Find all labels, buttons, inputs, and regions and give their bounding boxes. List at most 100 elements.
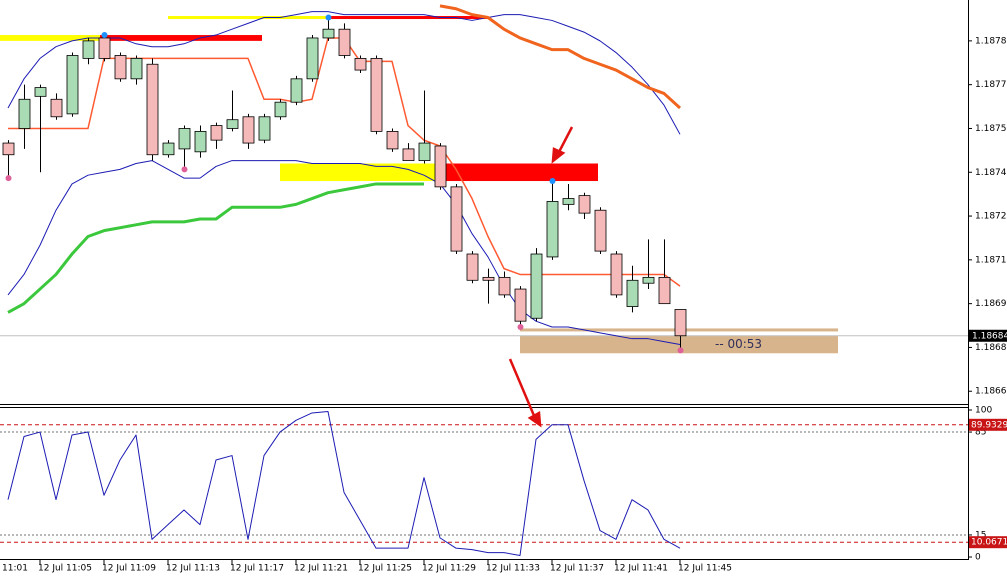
plot-layer: 1.18665 1.18680 1.18695 1.18710 1.18725 1.187… (0, 4, 1007, 574)
candle-body (418, 142, 431, 161)
swing-point (101, 32, 108, 39)
candle-body (514, 288, 527, 322)
x-tick-label: 12 Jul 11:33 (486, 564, 540, 574)
x-tick-label: 12 Jul 11:21 (294, 564, 348, 574)
y-tick-label: 1.18695 (975, 299, 1007, 309)
candle-body (226, 119, 239, 129)
price-tag-label: 1.18684 (972, 331, 1007, 341)
arrow-shaft (508, 358, 537, 419)
x-tick-label: 12 Jul 11:37 (550, 564, 604, 574)
level-tag (969, 418, 1007, 431)
candle-body (498, 276, 511, 296)
y-tick-label: 1.18785 (975, 36, 1007, 46)
x-tick-label: 12 Jul 11:29 (422, 564, 476, 574)
indicator-line (7, 160, 681, 346)
candle-body (34, 87, 47, 97)
candle-body (450, 186, 463, 252)
candle-body (434, 145, 447, 188)
candle-body (642, 276, 655, 284)
y-tick-label: 1.18680 (975, 343, 1007, 353)
swing-point (549, 178, 556, 185)
x-tick-label: 12 Jul 11:45 (678, 564, 732, 574)
candle-body (386, 130, 399, 150)
level-tag (969, 536, 1007, 549)
candle-body (258, 116, 271, 141)
swing-point (181, 166, 188, 173)
price-tag (969, 329, 1007, 342)
candle-body (178, 128, 191, 150)
x-tick-label: 12 Jul 11:13 (166, 564, 220, 574)
zone (440, 163, 598, 182)
candle-body (114, 55, 127, 80)
candle-body (322, 28, 335, 39)
indicator-line (7, 182, 424, 314)
candle-body (130, 57, 143, 80)
candle-body (578, 195, 591, 214)
arrow-head (527, 410, 542, 428)
candle-body (2, 142, 15, 156)
candle-body (306, 37, 319, 80)
y-tick-label: 85 (975, 428, 986, 438)
indicator-line (439, 4, 682, 110)
candle-body (658, 276, 671, 305)
swing-point (677, 347, 684, 354)
y-tick-label: 15 (975, 530, 986, 540)
zone (0, 35, 100, 41)
candle-body (546, 201, 559, 258)
zone (168, 16, 328, 20)
candle-body (98, 37, 111, 59)
candle-body (338, 28, 351, 56)
candle-body (610, 253, 623, 296)
y-tick-label: 1.18665 (975, 387, 1007, 397)
candle-body (210, 125, 223, 141)
candle-body (162, 142, 175, 156)
y-tick-label: 1.18710 (975, 255, 1007, 265)
candle-body (242, 116, 255, 144)
x-tick-label: 12 Jul 11:17 (230, 564, 284, 574)
candle-body (194, 130, 207, 153)
candle-body (146, 63, 159, 156)
arrow-head (551, 147, 566, 164)
candle-body (626, 279, 639, 307)
candle-body (594, 209, 607, 252)
swing-point (5, 175, 12, 182)
x-tick-label: 12 Jul 11:41 (614, 564, 668, 574)
oscillator-line (7, 410, 681, 557)
candle-body (274, 101, 287, 118)
candle-body (402, 148, 415, 161)
y-tick-label: 1.18740 (975, 168, 1007, 178)
zone (100, 35, 262, 41)
annotation-arrow (508, 126, 574, 428)
swing-point (325, 14, 332, 21)
countdown: -- 00:53 (715, 337, 762, 351)
candle-body (562, 198, 575, 205)
y-tick-label: 1.18755 (975, 124, 1007, 134)
x-tick-label: 12 Jul 11:09 (102, 564, 156, 574)
indicator-line (7, 11, 681, 135)
zone (328, 16, 488, 20)
y-tick-label: 1.18725 (975, 212, 1007, 222)
candle-body (50, 98, 63, 118)
level-label: 10.0671 (971, 538, 1007, 548)
candle-body (530, 253, 543, 319)
candle-body (82, 40, 95, 59)
y-tick-label: 0 (975, 553, 981, 563)
x-tick-label: 12 Jul 11:01 (0, 564, 28, 574)
y-tick-label: 1.18770 (975, 80, 1007, 90)
swing-point (517, 324, 524, 331)
candle-body (482, 276, 495, 281)
candle-body (66, 55, 79, 115)
candle-body (290, 78, 303, 103)
x-tick-label: 12 Jul 11:05 (38, 564, 92, 574)
candle-body (466, 253, 479, 281)
candle-body (370, 57, 383, 132)
y-tick-label: 100 (975, 406, 992, 416)
x-tick-label: 12 Jul 11:25 (358, 564, 412, 574)
level-label: 89.9329 (971, 420, 1007, 430)
candle-body (354, 57, 367, 71)
arrow-shaft (557, 126, 574, 153)
candle-body (674, 309, 687, 337)
candle-body (18, 98, 31, 129)
